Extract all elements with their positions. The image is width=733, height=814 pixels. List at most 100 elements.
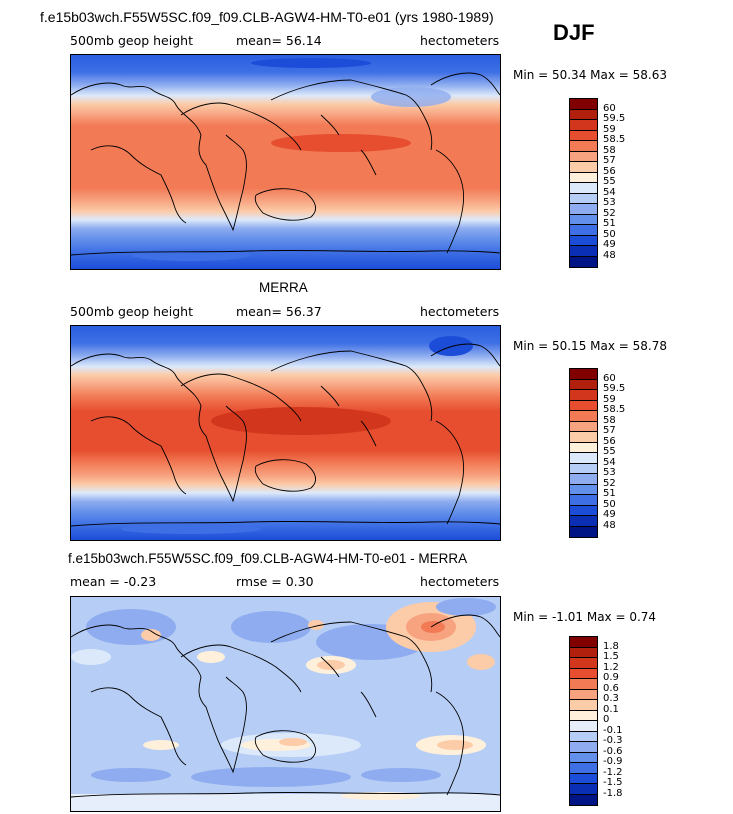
colorbar-swatch — [570, 225, 597, 236]
colorbar-swatch — [570, 526, 597, 537]
colorbar-swatch — [570, 442, 597, 453]
panel-3-rmse-label: rmse = 0.30 — [236, 574, 314, 589]
colorbar-tick-label: 60 — [603, 372, 616, 384]
colorbar-swatch — [570, 151, 597, 162]
colorbar-tick-label: 56 — [603, 435, 616, 447]
colorbar-tick-label: 50 — [603, 498, 616, 510]
colorbar-swatch — [570, 710, 597, 721]
colorbar-tick-label: 55 — [603, 176, 616, 187]
panel-2-map — [70, 325, 501, 541]
colorbar-swatch — [570, 784, 597, 795]
colorbar-tick-label: 53 — [603, 467, 616, 478]
colorbar-swatch — [570, 120, 597, 131]
colorbar-tick-label: 0.6 — [603, 682, 619, 694]
colorbar-tick-label: 49 — [603, 239, 616, 250]
colorbar-swatch — [570, 474, 597, 485]
panel-2-colorbar-swatches — [569, 368, 598, 538]
colorbar-tick-label: 57 — [603, 425, 616, 436]
panel-3-map — [70, 596, 501, 812]
colorbar-tick-label: 49 — [603, 509, 616, 520]
panel-1-left-label: 500mb geop height — [70, 33, 193, 48]
panel-1-map — [70, 54, 501, 270]
colorbar-swatch — [570, 752, 597, 763]
colorbar-swatch — [570, 679, 597, 690]
colorbar-swatch — [570, 235, 597, 246]
colorbar-tick-label: 0 — [603, 714, 610, 725]
colorbar-swatch — [570, 637, 597, 648]
colorbar-swatch — [570, 421, 597, 432]
colorbar-tick-label: 48 — [603, 519, 616, 531]
colorbar-tick-label: 48 — [603, 249, 616, 261]
colorbar-tick-label: -0.3 — [603, 735, 623, 746]
colorbar-swatch — [570, 162, 597, 173]
colorbar-tick-label: 53 — [603, 197, 616, 208]
colorbar-swatch — [570, 463, 597, 474]
colorbar-swatch — [570, 689, 597, 700]
colorbar-swatch — [570, 256, 597, 267]
colorbar-swatch — [570, 246, 597, 257]
colorbar-swatch — [570, 432, 597, 443]
colorbar-swatch — [570, 516, 597, 527]
colorbar-tick-label: 56 — [603, 165, 616, 177]
colorbar-swatch — [570, 99, 597, 110]
colorbar-tick-label: 59.5 — [603, 383, 626, 394]
colorbar-tick-label: 59.5 — [603, 113, 626, 124]
colorbar-swatch — [570, 484, 597, 495]
colorbar-swatch — [570, 731, 597, 742]
panel-3-colorbar: 1.8 1.5 1.2 0.9 0.6 0.3 0.1 0 -0.1 -0.3 -0.6 -0.9 -1… — [569, 636, 623, 806]
colorbar-swatch — [570, 763, 597, 774]
colorbar-tick-label: 57 — [603, 155, 616, 166]
colorbar-tick-label: 1.8 — [603, 640, 619, 652]
panel-2-title: MERRA — [259, 280, 308, 295]
colorbar-swatch — [570, 130, 597, 141]
colorbar-swatch — [570, 658, 597, 669]
colorbar-swatch — [570, 379, 597, 390]
colorbar-tick-label: 50 — [603, 228, 616, 240]
panel-3-mean-label: mean = -0.23 — [70, 574, 157, 589]
panel-3-title: f.e15b03wch.F55W5SC.f09_f09.CLB-AGW4-HM-… — [68, 551, 468, 566]
panel-2-mean-label: mean= 56.37 — [236, 304, 322, 319]
colorbar-tick-label: 52 — [603, 207, 616, 219]
colorbar-tick-label: -1.5 — [603, 777, 623, 788]
colorbar-tick-label: 58.5 — [603, 404, 626, 415]
colorbar-tick-label: 1.2 — [603, 661, 619, 673]
colorbar-swatch — [570, 742, 597, 753]
colorbar-tick-label: -0.6 — [603, 745, 623, 757]
colorbar-tick-label: 58 — [603, 144, 616, 156]
colorbar-tick-label: -0.9 — [603, 756, 623, 767]
colorbar-tick-label: 60 — [603, 102, 616, 114]
figure-title: f.e15b03wch.F55W5SC.f09_f09.CLB-AGW4-HM-… — [40, 9, 494, 25]
colorbar-swatch — [570, 505, 597, 516]
colorbar-tick-label: 0.9 — [603, 672, 619, 683]
colorbar-tick-label: 59 — [603, 123, 616, 135]
colorbar-tick-label: 59 — [603, 393, 616, 405]
colorbar-tick-label: -0.1 — [603, 724, 623, 736]
colorbar-tick-label: 58 — [603, 414, 616, 426]
panel-1-minmax: Min = 50.34 Max = 58.63 — [513, 68, 667, 82]
colorbar-swatch — [570, 411, 597, 422]
colorbar-tick-label: -1.8 — [603, 787, 623, 799]
colorbar-swatch — [570, 453, 597, 464]
colorbar-tick-label: 1.5 — [603, 651, 619, 662]
colorbar-swatch — [570, 773, 597, 784]
colorbar-tick-label: 52 — [603, 477, 616, 489]
panel-2-left-label: 500mb geop height — [70, 304, 193, 319]
colorbar-tick-label: 55 — [603, 446, 616, 457]
colorbar-swatch — [570, 183, 597, 194]
colorbar-tick-label: 0.1 — [603, 703, 619, 715]
colorbar-swatch — [570, 495, 597, 506]
colorbar-swatch — [570, 794, 597, 805]
colorbar-tick-label: 0.3 — [603, 693, 619, 704]
colorbar-tick-label: 58.5 — [603, 134, 626, 145]
colorbar-swatch — [570, 700, 597, 711]
colorbar-tick-label: 54 — [603, 456, 616, 468]
colorbar-swatch — [570, 721, 597, 732]
colorbar-swatch — [570, 172, 597, 183]
panel-2-minmax: Min = 50.15 Max = 58.78 — [513, 339, 667, 353]
panel-1-mean-label: mean= 56.14 — [236, 33, 322, 48]
colorbar-swatch — [570, 141, 597, 152]
colorbar-tick-label: -1.2 — [603, 766, 623, 778]
panel-2-units-label: hectometers — [420, 304, 500, 319]
panel-1-colorbar: 60 59.5 59 58.5 58 57 56 55 54 53 52 51 50 49 48 — [569, 98, 625, 268]
colorbar-swatch — [570, 647, 597, 658]
